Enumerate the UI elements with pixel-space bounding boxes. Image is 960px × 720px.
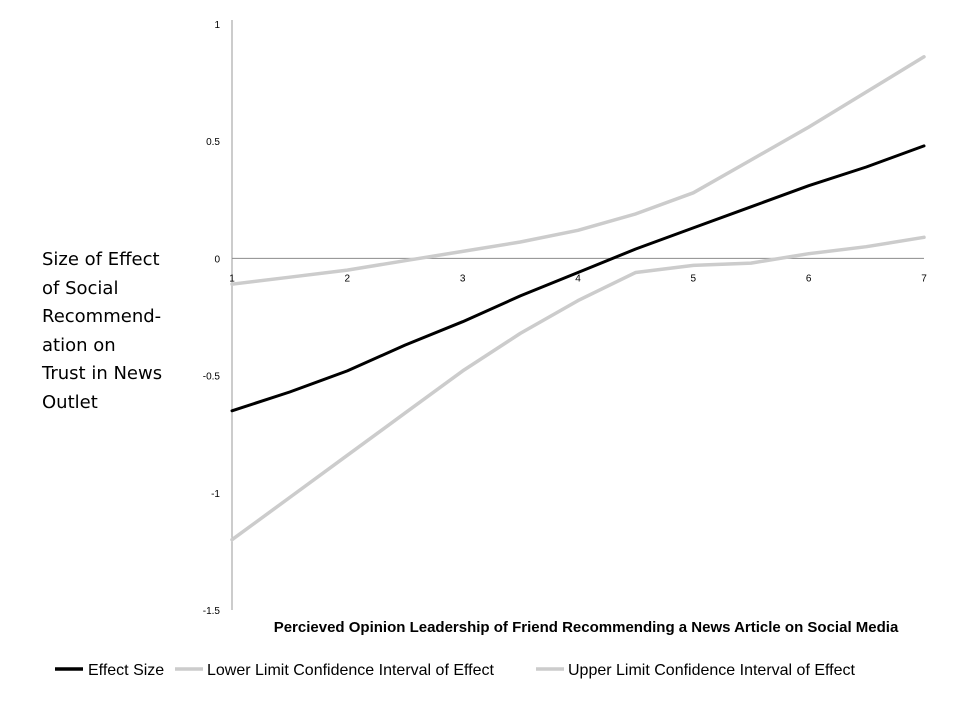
series-line-effect-size	[230, 144, 926, 413]
x-tick-label: 6	[806, 273, 812, 284]
legend-label: Lower Limit Confidence Interval of Effec…	[207, 662, 495, 679]
x-tick-label: 2	[345, 273, 351, 284]
y-axis-title-line: Recommend-	[42, 306, 162, 327]
y-axis-title-line: Outlet	[42, 391, 98, 413]
chart-series-layer	[230, 55, 926, 542]
chart-legend: Effect Size Lower Limit Confidence Interv…	[55, 662, 856, 679]
y-axis-title-line: ation on	[42, 334, 116, 356]
x-tick-label: 3	[460, 273, 466, 284]
x-tick-label: 4	[575, 273, 581, 284]
y-axis-title: Size of Effect of Social Recommend- atio…	[42, 246, 182, 417]
chart-axes	[231, 20, 924, 610]
series-line-upper-limit	[230, 55, 926, 286]
y-tick-label: -1.5	[203, 606, 221, 617]
x-tick-label: 1	[229, 273, 235, 284]
chart-ticks: 1 0.5 0 -0.5 -1 -1.5 1 2 3 4 5 6 7	[203, 20, 927, 617]
y-axis-title-line: Size of Effect	[42, 249, 160, 270]
y-tick-label: -1	[211, 489, 220, 500]
y-tick-label: 0.5	[206, 137, 220, 148]
y-tick-label: 0	[214, 254, 220, 265]
x-tick-label: 7	[921, 273, 927, 284]
legend-label: Upper Limit Confidence Interval of Effec…	[568, 662, 856, 679]
y-tick-label: -0.5	[203, 372, 221, 383]
y-axis-title-line: Trust in News	[42, 363, 163, 384]
x-axis-title: Percieved Opinion Leadership of Friend R…	[274, 619, 899, 636]
series-line-lower-limit	[230, 235, 926, 542]
y-axis-title-line: of Social	[42, 277, 119, 299]
legend-label: Effect Size	[88, 662, 164, 679]
y-tick-label: 1	[214, 20, 220, 31]
x-tick-label: 5	[691, 273, 697, 284]
